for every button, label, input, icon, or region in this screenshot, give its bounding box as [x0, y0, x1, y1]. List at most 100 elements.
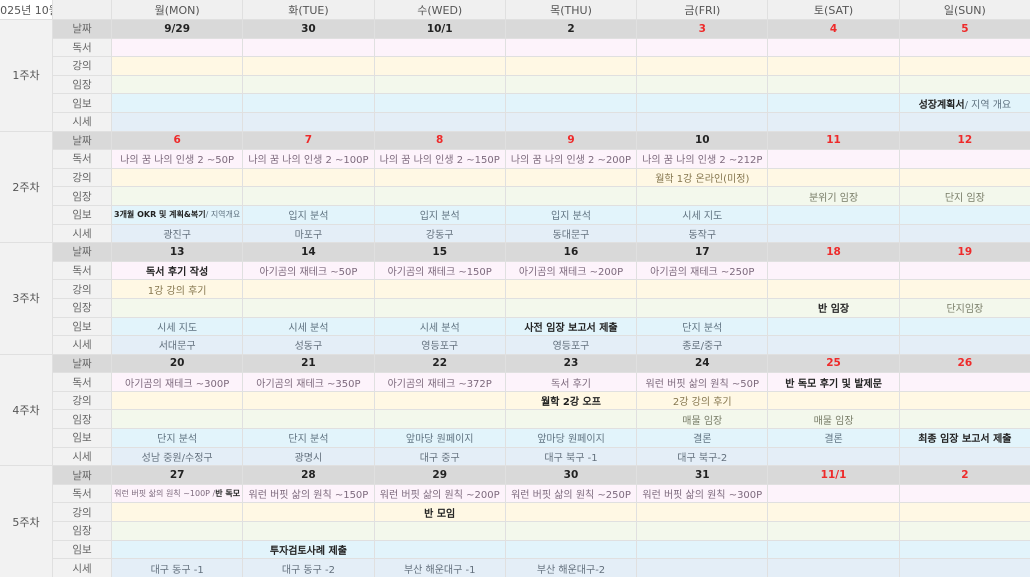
reading-cell[interactable]: 독서 후기 작성	[112, 261, 243, 280]
report-cell[interactable]: 시세 지도	[112, 317, 243, 336]
lecture-cell[interactable]	[768, 57, 899, 75]
site-visit-cell[interactable]	[505, 410, 637, 429]
site-visit-cell[interactable]: 매물 임장	[637, 410, 768, 429]
price-cell[interactable]: 성동구	[243, 336, 374, 354]
lecture-cell[interactable]	[112, 503, 243, 522]
report-cell[interactable]	[768, 205, 899, 224]
report-cell[interactable]	[374, 540, 505, 559]
price-cell[interactable]: 서대문구	[112, 336, 243, 354]
site-visit-cell[interactable]	[112, 187, 243, 205]
price-cell[interactable]	[768, 447, 899, 466]
report-cell[interactable]: 단지 분석	[637, 317, 768, 336]
site-visit-cell[interactable]: 반 임장	[768, 298, 899, 317]
site-visit-cell[interactable]	[505, 75, 637, 94]
report-cell[interactable]: 결론	[637, 429, 768, 447]
site-visit-cell[interactable]	[637, 522, 768, 540]
site-visit-cell[interactable]	[637, 187, 768, 205]
report-cell[interactable]	[243, 94, 374, 112]
price-cell[interactable]: 영등포구	[505, 336, 637, 354]
price-cell[interactable]	[637, 112, 768, 131]
site-visit-cell[interactable]	[505, 522, 637, 540]
reading-cell[interactable]	[768, 150, 899, 168]
price-cell[interactable]	[112, 112, 243, 131]
site-visit-cell[interactable]	[112, 522, 243, 540]
site-visit-cell[interactable]	[243, 410, 374, 429]
reading-cell[interactable]	[899, 38, 1030, 57]
site-visit-cell[interactable]	[374, 75, 505, 94]
report-cell[interactable]: 시세 지도	[637, 205, 768, 224]
lecture-cell[interactable]	[243, 280, 374, 298]
lecture-cell[interactable]: 반 모임	[374, 503, 505, 522]
reading-cell[interactable]	[505, 38, 637, 57]
reading-cell[interactable]: 아기곰의 재테크 ~50P	[243, 261, 374, 280]
price-cell[interactable]	[637, 559, 768, 577]
report-cell[interactable]	[768, 317, 899, 336]
reading-cell[interactable]: 워런 버핏 삶의 원칙 ~50P	[637, 373, 768, 391]
reading-cell[interactable]	[899, 261, 1030, 280]
lecture-cell[interactable]	[768, 391, 899, 410]
price-cell[interactable]: 대구 북구 -1	[505, 447, 637, 466]
lecture-cell[interactable]	[899, 503, 1030, 522]
lecture-cell[interactable]	[637, 280, 768, 298]
lecture-cell[interactable]	[899, 280, 1030, 298]
price-cell[interactable]	[899, 112, 1030, 131]
lecture-cell[interactable]	[374, 57, 505, 75]
reading-cell[interactable]: 아기곰의 재테크 ~250P	[637, 261, 768, 280]
price-cell[interactable]: 광진구	[112, 224, 243, 243]
price-cell[interactable]: 종로/중구	[637, 336, 768, 354]
price-cell[interactable]	[899, 336, 1030, 354]
site-visit-cell[interactable]	[112, 75, 243, 94]
lecture-cell[interactable]	[374, 280, 505, 298]
lecture-cell[interactable]	[637, 57, 768, 75]
price-cell[interactable]	[768, 559, 899, 577]
lecture-cell[interactable]: 월학 1강 온라인(미정)	[637, 168, 768, 187]
report-cell[interactable]: 최종 임장 보고서 제출	[899, 429, 1030, 447]
site-visit-cell[interactable]	[768, 522, 899, 540]
lecture-cell[interactable]	[768, 168, 899, 187]
site-visit-cell[interactable]: 매물 임장	[768, 410, 899, 429]
site-visit-cell[interactable]	[637, 75, 768, 94]
lecture-cell[interactable]	[637, 503, 768, 522]
reading-cell[interactable]: 아기곰의 재테크 ~350P	[243, 373, 374, 391]
lecture-cell[interactable]	[374, 168, 505, 187]
price-cell[interactable]	[899, 559, 1030, 577]
price-cell[interactable]	[374, 112, 505, 131]
reading-cell[interactable]: 나의 꿈 나의 인생 2 ~50P	[112, 150, 243, 168]
site-visit-cell[interactable]	[899, 75, 1030, 94]
report-cell[interactable]	[505, 94, 637, 112]
report-cell[interactable]: 앞마당 원페이지	[374, 429, 505, 447]
reading-cell[interactable]: 독서 후기	[505, 373, 637, 391]
reading-cell[interactable]: 워런 버핏 삶의 원칙 ~300P	[637, 484, 768, 503]
reading-cell[interactable]: 워런 버핏 삶의 원칙 ~150P	[243, 484, 374, 503]
report-cell[interactable]: 입지 분석	[505, 205, 637, 224]
site-visit-cell[interactable]	[899, 522, 1030, 540]
price-cell[interactable]: 대구 중구	[374, 447, 505, 466]
site-visit-cell[interactable]: 단지 임장	[899, 187, 1030, 205]
lecture-cell[interactable]	[505, 57, 637, 75]
lecture-cell[interactable]	[243, 503, 374, 522]
lecture-cell[interactable]	[768, 503, 899, 522]
price-cell[interactable]	[899, 224, 1030, 243]
price-cell[interactable]	[768, 224, 899, 243]
reading-cell[interactable]: 워런 버핏 삶의 원칙 ~100P / 반 독모	[112, 484, 243, 503]
site-visit-cell[interactable]	[899, 410, 1030, 429]
lecture-cell[interactable]	[112, 168, 243, 187]
price-cell[interactable]: 동작구	[637, 224, 768, 243]
price-cell[interactable]: 성남 중원/수정구	[112, 447, 243, 466]
report-cell[interactable]: 시세 분석	[243, 317, 374, 336]
report-cell[interactable]	[899, 317, 1030, 336]
report-cell[interactable]: 성장계획서 / 지역 개요	[899, 94, 1030, 112]
report-cell[interactable]: 투자검토사례 제출	[243, 540, 374, 559]
price-cell[interactable]	[899, 447, 1030, 466]
report-cell[interactable]	[637, 94, 768, 112]
price-cell[interactable]: 대구 북구-2	[637, 447, 768, 466]
lecture-cell[interactable]	[899, 391, 1030, 410]
lecture-cell[interactable]: 1강 강의 후기	[112, 280, 243, 298]
report-cell[interactable]: 앞마당 원페이지	[505, 429, 637, 447]
reading-cell[interactable]: 반 독모 후기 및 발제문	[768, 373, 899, 391]
reading-cell[interactable]: 나의 꿈 나의 인생 2 ~212P	[637, 150, 768, 168]
reading-cell[interactable]: 워런 버핏 삶의 원칙 ~250P	[505, 484, 637, 503]
lecture-cell[interactable]	[112, 391, 243, 410]
report-cell[interactable]	[899, 540, 1030, 559]
report-cell[interactable]: 단지 분석	[243, 429, 374, 447]
